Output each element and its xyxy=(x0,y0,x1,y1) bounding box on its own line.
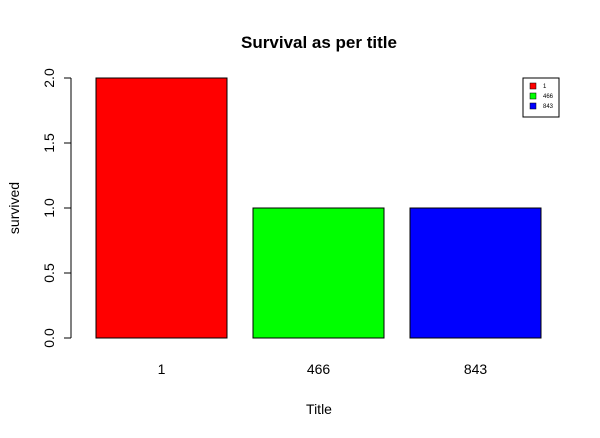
bar-1 xyxy=(95,77,228,339)
y-axis: 0.0 0.5 1.0 1.5 2.0 xyxy=(41,68,72,348)
x-axis-label: Title xyxy=(306,401,332,417)
y-tick-label: 1.5 xyxy=(41,133,57,153)
legend-swatch xyxy=(529,82,537,90)
y-tick-label: 1.0 xyxy=(41,198,57,218)
x-tick-label: 1 xyxy=(158,361,166,377)
legend: 1 466 843 xyxy=(522,77,560,118)
x-tick-labels: 1 466 843 xyxy=(158,361,488,377)
legend-label: 466 xyxy=(543,94,554,100)
y-axis-label: survived xyxy=(6,182,22,234)
x-tick-label: 843 xyxy=(464,361,488,377)
bar-843 xyxy=(409,207,542,339)
bar-466 xyxy=(252,207,385,339)
legend-swatch xyxy=(529,92,537,100)
y-tick-label: 2.0 xyxy=(41,68,57,88)
legend-label: 1 xyxy=(543,84,547,90)
x-tick-label: 466 xyxy=(307,361,331,377)
bars xyxy=(95,77,542,339)
legend-box xyxy=(522,77,560,118)
chart-title: Survival as per title xyxy=(241,33,397,52)
legend-swatch xyxy=(529,102,537,110)
y-tick-label: 0.0 xyxy=(41,328,57,348)
legend-label: 843 xyxy=(543,104,554,110)
y-tick-label: 0.5 xyxy=(41,263,57,283)
